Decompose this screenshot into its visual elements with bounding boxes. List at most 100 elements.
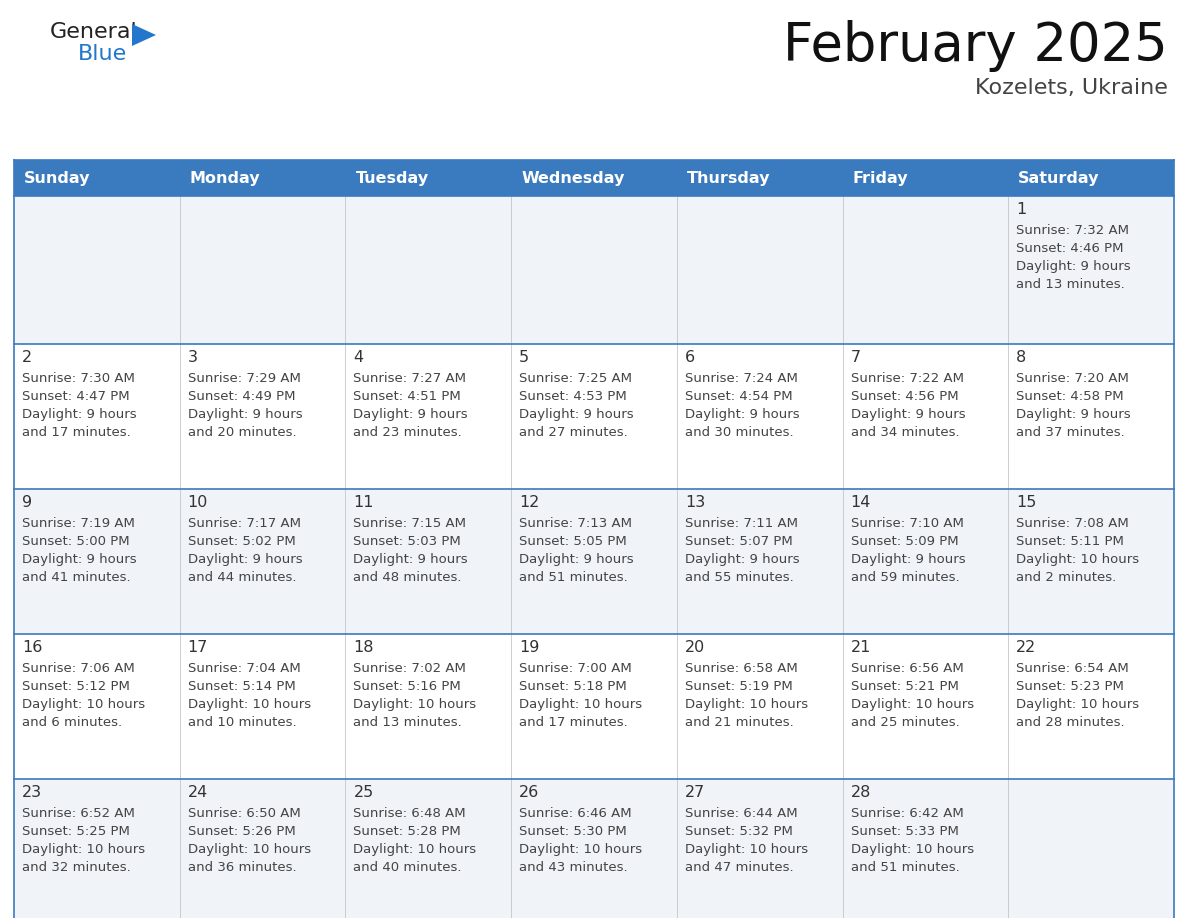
Text: Sunset: 4:46 PM: Sunset: 4:46 PM [1016, 242, 1124, 255]
Text: and 23 minutes.: and 23 minutes. [353, 426, 462, 439]
Text: Daylight: 10 hours: Daylight: 10 hours [1016, 553, 1139, 566]
Bar [842, 634, 1009, 779]
Text: Sunrise: 7:08 AM: Sunrise: 7:08 AM [1016, 517, 1129, 530]
Text: and 51 minutes.: and 51 minutes. [851, 861, 960, 874]
Text: Daylight: 10 hours: Daylight: 10 hours [353, 698, 476, 711]
Text: Sunrise: 6:50 AM: Sunrise: 6:50 AM [188, 807, 301, 820]
Text: Sunset: 5:11 PM: Sunset: 5:11 PM [1016, 535, 1124, 548]
Text: Daylight: 10 hours: Daylight: 10 hours [851, 698, 974, 711]
Text: Sunrise: 6:52 AM: Sunrise: 6:52 AM [23, 807, 135, 820]
Text: 18: 18 [353, 640, 374, 655]
Text: and 30 minutes.: and 30 minutes. [684, 426, 794, 439]
Text: and 20 minutes.: and 20 minutes. [188, 426, 296, 439]
Bar [842, 489, 1009, 634]
Text: Sunset: 5:07 PM: Sunset: 5:07 PM [684, 535, 792, 548]
Text: Sunrise: 7:04 AM: Sunrise: 7:04 AM [188, 662, 301, 675]
Text: and 37 minutes.: and 37 minutes. [1016, 426, 1125, 439]
Text: February 2025: February 2025 [783, 20, 1168, 72]
Text: 5: 5 [519, 350, 530, 365]
Text: 19: 19 [519, 640, 539, 655]
Text: 23: 23 [23, 785, 42, 800]
Text: Sunset: 5:14 PM: Sunset: 5:14 PM [188, 680, 296, 693]
Text: Sunrise: 7:02 AM: Sunrise: 7:02 AM [353, 662, 467, 675]
Text: and 32 minutes.: and 32 minutes. [23, 861, 131, 874]
Text: and 40 minutes.: and 40 minutes. [353, 861, 462, 874]
Text: Sunrise: 7:27 AM: Sunrise: 7:27 AM [353, 372, 467, 385]
Bar [511, 779, 677, 918]
Text: Wednesday: Wednesday [522, 171, 625, 185]
Bar [1009, 344, 1174, 489]
Text: Sunset: 4:58 PM: Sunset: 4:58 PM [1016, 390, 1124, 403]
Text: and 48 minutes.: and 48 minutes. [353, 571, 462, 584]
Text: Sunrise: 6:56 AM: Sunrise: 6:56 AM [851, 662, 963, 675]
Text: Sunday: Sunday [24, 171, 90, 185]
Text: 10: 10 [188, 495, 208, 510]
Text: Daylight: 10 hours: Daylight: 10 hours [23, 698, 145, 711]
Text: Sunrise: 6:58 AM: Sunrise: 6:58 AM [684, 662, 797, 675]
Bar [842, 160, 1009, 196]
Text: Daylight: 10 hours: Daylight: 10 hours [353, 843, 476, 856]
Text: and 13 minutes.: and 13 minutes. [1016, 278, 1125, 291]
Text: Sunset: 5:21 PM: Sunset: 5:21 PM [851, 680, 959, 693]
Text: Daylight: 10 hours: Daylight: 10 hours [188, 698, 311, 711]
Text: Daylight: 10 hours: Daylight: 10 hours [684, 698, 808, 711]
Text: Friday: Friday [853, 171, 908, 185]
Text: and 36 minutes.: and 36 minutes. [188, 861, 296, 874]
Text: and 13 minutes.: and 13 minutes. [353, 716, 462, 729]
Bar [14, 344, 179, 489]
Text: Sunset: 4:54 PM: Sunset: 4:54 PM [684, 390, 792, 403]
Bar [346, 489, 511, 634]
Text: Sunset: 5:32 PM: Sunset: 5:32 PM [684, 825, 792, 838]
Bar [179, 344, 346, 489]
Bar [842, 779, 1009, 918]
Text: and 47 minutes.: and 47 minutes. [684, 861, 794, 874]
Text: Sunset: 5:30 PM: Sunset: 5:30 PM [519, 825, 627, 838]
Text: Sunset: 4:53 PM: Sunset: 4:53 PM [519, 390, 627, 403]
Bar [14, 634, 179, 779]
Text: Sunrise: 7:24 AM: Sunrise: 7:24 AM [684, 372, 797, 385]
Text: 26: 26 [519, 785, 539, 800]
Text: Daylight: 10 hours: Daylight: 10 hours [519, 843, 643, 856]
Text: Sunrise: 6:54 AM: Sunrise: 6:54 AM [1016, 662, 1129, 675]
Text: Daylight: 9 hours: Daylight: 9 hours [23, 553, 137, 566]
Text: Sunset: 4:47 PM: Sunset: 4:47 PM [23, 390, 129, 403]
Text: Daylight: 9 hours: Daylight: 9 hours [188, 553, 302, 566]
Bar [511, 489, 677, 634]
Bar [1009, 489, 1174, 634]
Bar [346, 160, 511, 196]
Text: 21: 21 [851, 640, 871, 655]
Text: Daylight: 9 hours: Daylight: 9 hours [851, 553, 965, 566]
Text: Sunset: 5:03 PM: Sunset: 5:03 PM [353, 535, 461, 548]
Text: and 55 minutes.: and 55 minutes. [684, 571, 794, 584]
Text: 3: 3 [188, 350, 197, 365]
Text: Sunrise: 6:48 AM: Sunrise: 6:48 AM [353, 807, 466, 820]
Text: Daylight: 9 hours: Daylight: 9 hours [684, 553, 800, 566]
Bar [511, 160, 677, 196]
Text: Sunrise: 7:30 AM: Sunrise: 7:30 AM [23, 372, 135, 385]
Text: Daylight: 9 hours: Daylight: 9 hours [519, 408, 633, 421]
Bar [1009, 779, 1174, 918]
Text: Sunrise: 7:15 AM: Sunrise: 7:15 AM [353, 517, 467, 530]
Text: 16: 16 [23, 640, 43, 655]
Bar [14, 489, 179, 634]
Text: 22: 22 [1016, 640, 1037, 655]
Text: Sunset: 5:25 PM: Sunset: 5:25 PM [23, 825, 129, 838]
Text: 20: 20 [684, 640, 706, 655]
Text: Sunrise: 7:22 AM: Sunrise: 7:22 AM [851, 372, 963, 385]
Text: 2: 2 [23, 350, 32, 365]
Bar [179, 634, 346, 779]
Text: and 27 minutes.: and 27 minutes. [519, 426, 628, 439]
Bar [346, 779, 511, 918]
Text: 24: 24 [188, 785, 208, 800]
Text: Sunrise: 7:25 AM: Sunrise: 7:25 AM [519, 372, 632, 385]
Text: Sunset: 5:28 PM: Sunset: 5:28 PM [353, 825, 461, 838]
Text: Daylight: 9 hours: Daylight: 9 hours [519, 553, 633, 566]
Bar [179, 489, 346, 634]
Text: 17: 17 [188, 640, 208, 655]
Bar [346, 196, 511, 344]
Text: Sunset: 5:09 PM: Sunset: 5:09 PM [851, 535, 959, 548]
Text: 8: 8 [1016, 350, 1026, 365]
Text: and 21 minutes.: and 21 minutes. [684, 716, 794, 729]
Text: Sunrise: 7:13 AM: Sunrise: 7:13 AM [519, 517, 632, 530]
Text: Daylight: 9 hours: Daylight: 9 hours [23, 408, 137, 421]
